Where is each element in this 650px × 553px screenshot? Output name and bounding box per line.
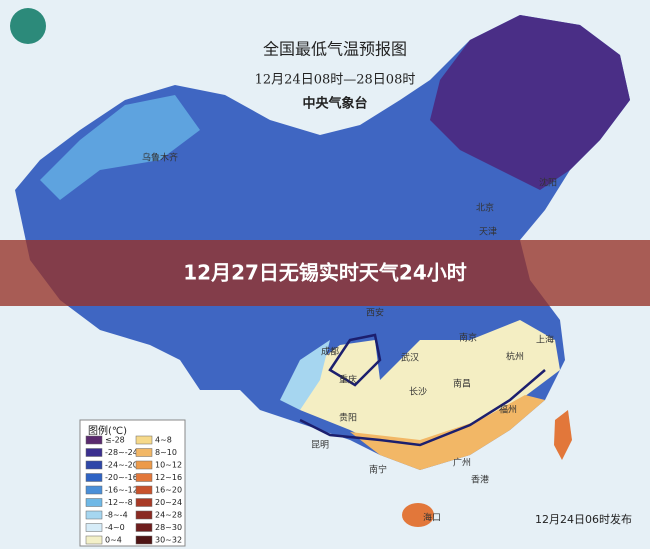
legend-label: 24~28 (155, 511, 182, 520)
legend-swatch (135, 448, 153, 457)
city-label: 成都 (321, 346, 339, 358)
legend-swatch (85, 448, 103, 457)
city-label: 乌鲁木齐 (142, 152, 178, 164)
legend-swatch (85, 535, 103, 545)
logo (10, 8, 46, 44)
legend-label: 30~32 (155, 536, 182, 545)
legend-title: 图例(℃) (88, 424, 127, 437)
city-label: 杭州 (506, 351, 524, 363)
legend-label: 0~4 (105, 536, 122, 545)
northeast-cold (430, 15, 630, 190)
hainan (402, 503, 434, 527)
legend-label: 28~30 (155, 523, 182, 532)
legend-swatch (135, 535, 153, 545)
map-title: 全国最低气温预报图 (263, 40, 407, 59)
city-label: 广州 (453, 457, 471, 469)
legend-swatch (135, 510, 153, 520)
legend-swatch (85, 485, 103, 495)
yunnan (280, 340, 330, 410)
city-label: 香港 (471, 474, 489, 486)
legend-label: -16~-12 (105, 486, 138, 495)
legend-swatch (85, 473, 103, 482)
legend-swatch (135, 485, 153, 495)
south-mild (300, 320, 560, 455)
city-label: 南京 (459, 332, 477, 344)
zero-isotherm (299, 369, 546, 447)
legend-swatch (85, 435, 103, 445)
map-subtitle: 12月24日08时—28日08时 (255, 73, 416, 88)
legend-swatch (135, 435, 153, 445)
city-label: 福州 (499, 404, 517, 416)
city-label: 上海 (536, 334, 554, 346)
legend-swatch (85, 460, 103, 470)
legend-swatch (85, 498, 103, 507)
issued: 12月24日06时发布 (535, 512, 632, 526)
northwest (40, 95, 200, 200)
legend-swatch (135, 523, 153, 532)
legend-swatch (135, 498, 153, 507)
zero-isotherm-sichuan (328, 333, 382, 387)
legend-swatch (135, 460, 153, 470)
city-label: 重庆 (339, 374, 357, 386)
city-label: 长沙 (409, 386, 427, 398)
banner-text: 12月27日无锡实时天气24小时 (183, 261, 467, 285)
city-label: 海口 (423, 512, 441, 524)
legend-label: 16~20 (155, 486, 182, 495)
city-label: 南昌 (453, 378, 471, 390)
taiwan (554, 410, 572, 460)
legend-label: 12~16 (155, 473, 182, 482)
legend-label: 10~12 (155, 461, 182, 470)
city-label: 南宁 (369, 464, 387, 476)
city-label: 昆明 (311, 440, 329, 451)
legend-swatch (85, 523, 103, 532)
city-label: 贵阳 (339, 412, 357, 424)
legend-label: -12~-8 (105, 498, 133, 507)
legend: ≤-28 -28~-24 -24~-20 -20~-16 -16~-12 -12~-8 -8… (85, 435, 182, 545)
legend-label: -4~0 (105, 523, 125, 532)
legend-swatch (135, 473, 153, 482)
legend-label: 20~24 (155, 498, 182, 507)
city-label: 沈阳 (539, 177, 557, 189)
city-label: 北京 (476, 202, 494, 214)
legend-label: -8~-4 (105, 511, 128, 520)
city-label: 武汉 (401, 352, 419, 364)
legend-label: 4~8 (155, 436, 172, 445)
south-warm (350, 395, 545, 470)
agency: 中央气象台 (302, 96, 367, 112)
banner (0, 240, 650, 306)
legend-swatch (85, 510, 103, 520)
legend-label: ≤-28 (105, 436, 125, 445)
legend-label: -20~-16 (105, 473, 138, 482)
legend-label: -24~-20 (105, 461, 138, 470)
city-label: 西安 (366, 307, 384, 319)
legend-label: 8~10 (155, 448, 177, 457)
city-label: 天津 (479, 227, 497, 238)
legend-label: -28~-24 (105, 448, 138, 457)
